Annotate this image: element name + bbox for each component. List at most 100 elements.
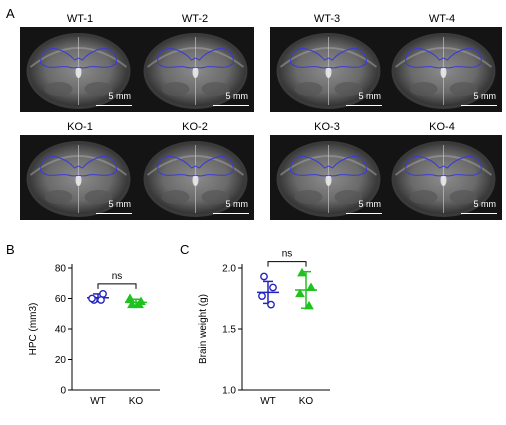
scale-bar xyxy=(96,212,132,214)
thalamus-left xyxy=(409,82,438,96)
y-tick-label: 1.0 xyxy=(222,386,236,397)
mri-image-ko-2: 5 mm xyxy=(137,135,254,220)
scale-label: 5 mm xyxy=(473,91,497,101)
mri-title-ko-3: KO-3 xyxy=(314,121,340,133)
thalamus-left xyxy=(161,82,190,96)
brain-slice-illustration xyxy=(270,27,387,112)
ventricle xyxy=(75,66,82,78)
y-axis-label: HPC (mm3) xyxy=(28,303,39,356)
panel-label-b: B xyxy=(6,242,15,257)
ventricle xyxy=(440,174,447,186)
y-axis-label: Brain weight (g) xyxy=(198,294,209,364)
scale-label: 5 mm xyxy=(473,199,497,209)
mri-image-wt-1: 5 mm xyxy=(20,27,137,112)
y-tick-label: 0 xyxy=(60,386,66,397)
y-tick-label: 80 xyxy=(55,264,67,275)
ventricle xyxy=(440,66,447,78)
hippocampus-outline xyxy=(289,156,368,177)
scale-label: 5 mm xyxy=(108,199,132,209)
data-point-ko xyxy=(295,288,305,298)
panel-label-c: C xyxy=(180,242,190,257)
scale-label: 5 mm xyxy=(225,199,249,209)
hippocampus-outline xyxy=(289,48,368,69)
scale-bar xyxy=(213,104,249,106)
data-point-ko xyxy=(125,293,135,302)
thalamus-left xyxy=(161,190,190,204)
y-tick-label: 40 xyxy=(55,325,67,336)
brain-slice-illustration xyxy=(385,27,502,112)
mri-title-ko-2: KO-2 xyxy=(182,121,208,133)
brain-slice-illustration xyxy=(20,27,137,112)
thalamus-right xyxy=(334,190,363,204)
mri-image-ko-1: 5 mm xyxy=(20,135,137,220)
y-tick-label: 2.0 xyxy=(222,264,236,275)
hippocampus-outline xyxy=(404,156,483,177)
thalamus-right xyxy=(449,190,478,204)
mri-title-wt-3: WT-3 xyxy=(313,13,341,25)
ventricle xyxy=(192,66,199,78)
thalamus-left xyxy=(294,82,323,96)
brain-slice-illustration xyxy=(270,135,387,220)
ventricle xyxy=(325,174,332,186)
mri-image-ko-3: 5 mm xyxy=(270,135,387,220)
mri-image-wt-2: 5 mm xyxy=(137,27,254,112)
thalamus-left xyxy=(294,190,323,204)
data-point-wt xyxy=(97,296,105,304)
scale-label: 5 mm xyxy=(358,91,382,101)
significance-bracket xyxy=(267,261,307,267)
thalamus-right xyxy=(334,82,363,96)
hippocampus-outline xyxy=(39,48,118,69)
x-tick-label: KO xyxy=(129,396,144,407)
brain-slice-illustration xyxy=(137,135,254,220)
thalamus-right xyxy=(201,190,230,204)
panel-label-a: A xyxy=(6,6,15,21)
data-point-wt xyxy=(258,292,266,300)
thalamus-left xyxy=(44,82,73,96)
hippocampus-outline xyxy=(156,48,235,69)
data-point-wt xyxy=(260,272,268,281)
thalamus-right xyxy=(84,190,113,204)
thalamus-right xyxy=(84,82,113,96)
y-tick-label: 60 xyxy=(55,294,67,305)
chart-brain-weight: 1.0 1.5 2.0 Brain weight (g) WT KO ns xyxy=(198,249,330,407)
scale-bar xyxy=(461,104,497,106)
y-tick-label: 20 xyxy=(55,355,67,366)
hippocampus-outline xyxy=(39,156,118,177)
ventricle xyxy=(325,66,332,78)
x-tick-label: KO xyxy=(299,396,314,407)
brain-slice-illustration xyxy=(385,135,502,220)
mri-image-wt-3: 5 mm xyxy=(270,27,387,112)
data-point-wt xyxy=(267,300,275,309)
scale-label: 5 mm xyxy=(225,91,249,101)
data-point-ko xyxy=(127,299,137,309)
scale-bar xyxy=(346,212,382,214)
data-point-ko xyxy=(297,267,307,277)
data-point-wt xyxy=(269,283,277,292)
data-point-wt xyxy=(88,294,96,303)
significance-label: ns xyxy=(282,249,293,260)
significance-bracket xyxy=(97,283,137,289)
y-tick-label: 1.5 xyxy=(222,325,236,336)
ventricle xyxy=(75,174,82,186)
scale-label: 5 mm xyxy=(358,199,382,209)
hippocampus-outline xyxy=(156,156,235,177)
mri-title-ko-4: KO-4 xyxy=(429,121,455,133)
thalamus-right xyxy=(449,82,478,96)
mri-image-ko-4: 5 mm xyxy=(385,135,502,220)
scale-bar xyxy=(461,212,497,214)
scale-bar xyxy=(96,104,132,106)
chart-hpc-volume: 0 20 40 60 80 HPC (mm3) WT KO ns xyxy=(28,264,160,407)
mri-image-wt-4: 5 mm xyxy=(385,27,502,112)
data-point-ko xyxy=(306,282,316,292)
mri-title-wt-4: WT-4 xyxy=(428,13,456,25)
scale-label: 5 mm xyxy=(108,91,132,101)
x-tick-label: WT xyxy=(260,396,276,407)
x-tick-label: WT xyxy=(90,396,106,407)
mri-title-ko-1: KO-1 xyxy=(67,121,93,133)
thalamus-left xyxy=(409,190,438,204)
mri-title-wt-2: WT-2 xyxy=(181,13,209,25)
brain-slice-illustration xyxy=(20,135,137,220)
data-point-ko xyxy=(134,299,144,309)
data-point-ko xyxy=(304,300,314,310)
thalamus-left xyxy=(44,190,73,204)
